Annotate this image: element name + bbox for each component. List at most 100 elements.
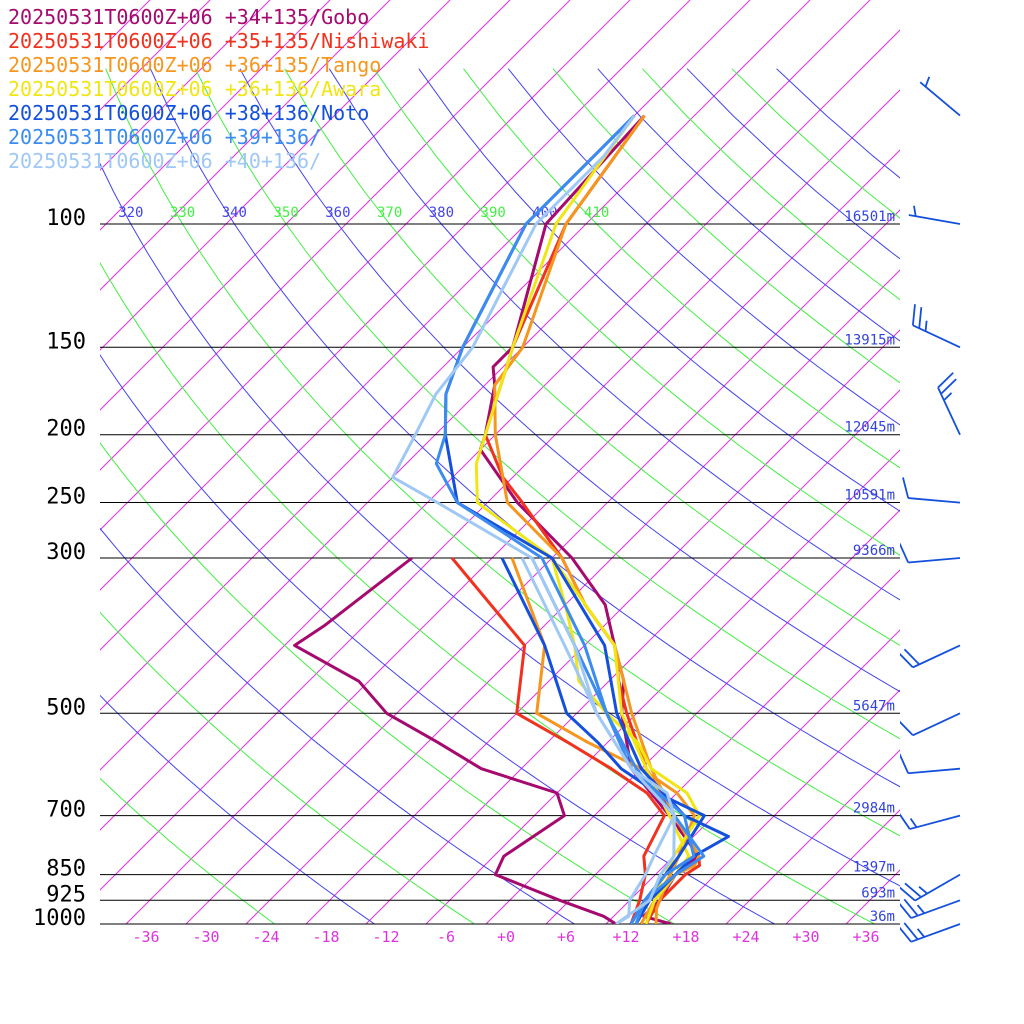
wind-barb xyxy=(902,477,961,504)
pressure-tick-label: 150 xyxy=(46,329,86,354)
dry-adiabat-line xyxy=(463,68,900,469)
temperature-tick-label: +0 xyxy=(497,928,515,946)
dewpoint-profile-line xyxy=(293,556,617,924)
height-label: 10591m xyxy=(844,488,895,504)
temperature-tick-label: +24 xyxy=(732,928,759,946)
temperature-tick-label: -24 xyxy=(252,928,279,946)
wind-barb xyxy=(911,304,961,349)
dewpoint-profile-line xyxy=(450,557,666,924)
temperature-tick-label: +12 xyxy=(612,928,639,946)
height-label: 693m xyxy=(861,885,895,901)
theta-label: 370 xyxy=(377,205,402,221)
pressure-tick-label: 925 xyxy=(46,882,86,907)
isotherm-line xyxy=(100,0,271,171)
height-label: 12045m xyxy=(844,420,895,436)
temperature-tick-label: -12 xyxy=(372,928,399,946)
dry-adiabat-line xyxy=(194,68,900,740)
dry-adiabat-line xyxy=(776,68,900,179)
legend-entry: 20250531T0600Z+06 +36+136/Awara xyxy=(8,77,381,101)
theta-label: 360 xyxy=(325,205,350,221)
height-label: 2984m xyxy=(853,801,895,817)
wind-barbs xyxy=(900,76,961,943)
wind-barb xyxy=(919,76,961,117)
height-label: 1397m xyxy=(853,860,895,876)
pressure-tick-label: 100 xyxy=(46,206,86,231)
isotherm-line xyxy=(425,449,900,924)
wind-barb xyxy=(900,712,961,737)
isotherm-line xyxy=(966,0,1024,924)
dry-adiabat-line xyxy=(418,68,900,512)
pressure-tick-label: 850 xyxy=(46,857,86,882)
theta-label: 340 xyxy=(222,205,247,221)
temperature-tick-label: -36 xyxy=(132,928,159,946)
height-label: 13915m xyxy=(844,332,895,348)
dry-adiabat-line xyxy=(373,68,900,556)
temperature-tick-label: +30 xyxy=(792,928,819,946)
isotherm-line xyxy=(665,689,900,924)
temperature-profile-line xyxy=(474,114,691,924)
dewpoint-profile-line xyxy=(530,557,696,924)
dry-adiabat-line xyxy=(100,162,900,887)
height-label: 9366m xyxy=(853,543,895,559)
legend-entry: 20250531T0600Z+06 +40+136/ xyxy=(8,149,321,173)
theta-label: 390 xyxy=(481,205,506,221)
dry-adiabat-line xyxy=(328,68,900,601)
axis-labels: 100 16501m 150 13915m 200 12045m 250 10591m 300 9… xyxy=(33,205,895,946)
temperature-tick-label: +18 xyxy=(672,928,699,946)
wind-barb xyxy=(900,644,961,669)
legend-entry: 20250531T0600Z+06 +35+135/Nishiwaki xyxy=(8,29,429,53)
dewpoint-profile-line xyxy=(520,557,676,924)
sounding-profiles xyxy=(293,114,730,924)
isotherm-line xyxy=(906,0,1024,924)
temperature-tick-label: +36 xyxy=(852,928,879,946)
theta-label: 410 xyxy=(584,205,609,221)
wind-barb xyxy=(937,372,961,436)
dry-adiabat-line xyxy=(100,777,276,924)
dry-adiabat-line xyxy=(105,68,900,837)
dry-adiabat-line xyxy=(100,611,476,924)
wind-barb xyxy=(900,542,961,564)
pressure-tick-label: 250 xyxy=(46,485,86,510)
legend: 20250531T0600Z+06 +34+135/Gobo20250531T0… xyxy=(8,5,429,173)
dry-adiabat-line xyxy=(100,442,676,924)
dry-adiabat-line xyxy=(239,68,900,693)
temperature-tick-label: -6 xyxy=(437,928,455,946)
dry-adiabat-line xyxy=(642,68,900,301)
dry-adiabat-line xyxy=(149,68,900,788)
legend-entry: 20250531T0600Z+06 +38+136/Noto xyxy=(8,101,369,125)
theta-label: 380 xyxy=(429,205,454,221)
wind-barb xyxy=(900,922,961,943)
legend-entry: 20250531T0600Z+06 +34+135/Gobo xyxy=(8,5,369,29)
wind-barb xyxy=(900,811,961,830)
isotherm-line xyxy=(100,0,211,111)
theta-label: 350 xyxy=(273,205,298,221)
isotherm-line xyxy=(365,389,900,924)
isotherm-line xyxy=(100,0,451,351)
temperature-profile-line xyxy=(391,114,676,924)
wind-barb xyxy=(900,753,961,775)
isotherm-line xyxy=(100,0,331,231)
pressure-tick-label: 1000 xyxy=(33,906,86,931)
dry-adiabat-line xyxy=(284,68,900,646)
theta-label: 320 xyxy=(118,205,143,221)
temperature-tick-label: -30 xyxy=(192,928,219,946)
temperature-tick-label: -18 xyxy=(312,928,339,946)
isotherm-line xyxy=(845,869,900,924)
theta-label: 330 xyxy=(170,205,195,221)
wind-barb xyxy=(900,873,961,902)
temperature-tick-label: +6 xyxy=(557,928,575,946)
dry-adiabat-line xyxy=(100,354,776,924)
isotherm-line xyxy=(100,0,391,291)
isotherm-line xyxy=(545,569,900,924)
legend-entry: 20250531T0600Z+06 +39+136/ xyxy=(8,125,321,149)
dry-adiabat-line xyxy=(100,694,376,924)
pressure-gridlines xyxy=(100,223,900,925)
isotherm-line xyxy=(785,809,900,924)
legend-entry: 20250531T0600Z+06 +36+135/Tango xyxy=(8,53,381,77)
pressure-tick-label: 300 xyxy=(46,540,86,565)
height-label: 36m xyxy=(870,909,895,925)
height-label: 16501m xyxy=(844,209,895,225)
wind-barb xyxy=(900,898,961,919)
isotherm-line xyxy=(605,629,900,924)
